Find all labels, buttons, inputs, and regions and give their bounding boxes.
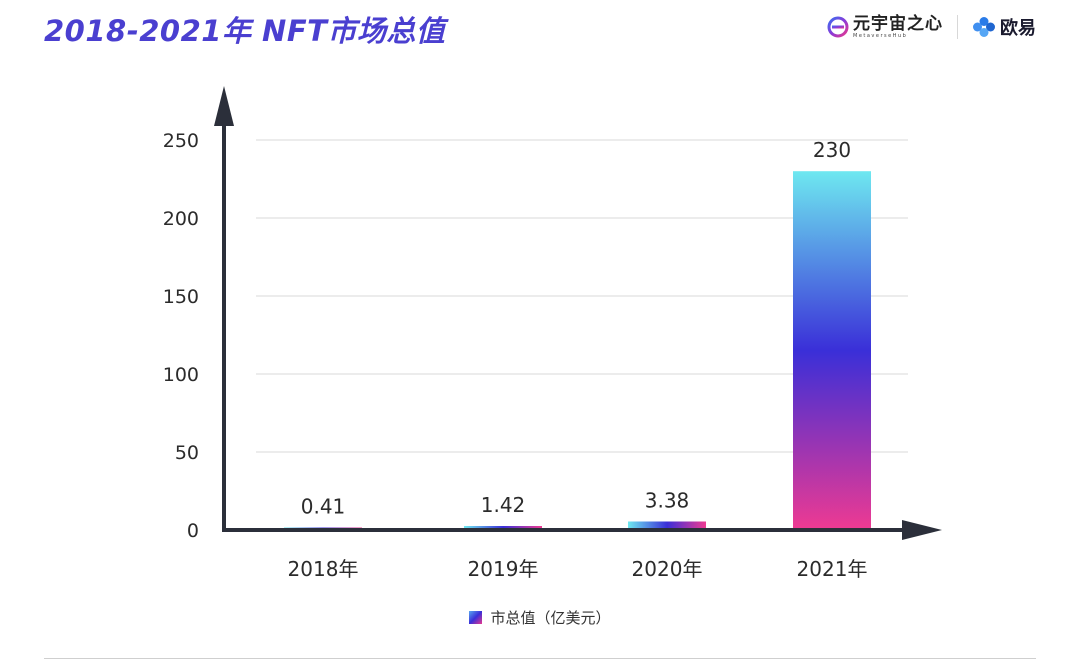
label-layer: 0 50 100 150 200 250 0.41 2018年 1.42 2019年 3.38 202… — [163, 130, 868, 581]
data-label: 230 — [813, 138, 851, 162]
x-tick-label: 2018年 — [288, 557, 359, 581]
y-tick-label: 50 — [175, 442, 199, 464]
brand-metaverse-hub: 元宇宙之心 MetaverseHub — [827, 13, 943, 39]
brand-area: 元宇宙之心 MetaverseHub 欧易 — [827, 12, 1036, 42]
footer-divider — [44, 658, 1036, 659]
brand-okx-name: 欧易 — [1000, 18, 1036, 39]
y-tick-label: 150 — [163, 286, 199, 308]
okx-logo-icon — [973, 17, 995, 37]
page-title: 2018-2021年 NFT市场总值 — [44, 14, 446, 48]
bar-layer — [284, 171, 871, 530]
legend-label: 市总值（亿美元） — [490, 609, 611, 627]
bar — [628, 521, 706, 530]
bar — [793, 171, 871, 530]
x-axis-arrow-icon — [902, 520, 942, 540]
x-tick-label: 2021年 — [797, 557, 868, 581]
data-label: 0.41 — [301, 495, 346, 519]
y-axis-arrow-icon — [214, 86, 234, 126]
brand-metaverse-hub-sub: MetaverseHub — [853, 32, 908, 39]
brand-divider — [957, 15, 958, 39]
x-tick-label: 2019年 — [468, 557, 539, 581]
brand-metaverse-hub-name: 元宇宙之心 — [853, 13, 943, 34]
metaverse-hub-logo-icon — [827, 16, 849, 38]
brand-okx: 欧易 — [972, 14, 1036, 40]
data-label: 1.42 — [481, 493, 526, 517]
x-tick-label: 2020年 — [632, 557, 703, 581]
bar-chart: 0 50 100 150 200 250 0.41 2018年 1.42 2019年 3.38 202… — [163, 86, 942, 581]
y-tick-label: 0 — [187, 520, 199, 542]
legend-swatch — [469, 611, 483, 624]
y-tick-label: 100 — [163, 364, 199, 386]
y-tick-label: 200 — [163, 208, 199, 230]
chart-legend: 市总值（亿美元） — [0, 607, 1080, 628]
axis-layer — [214, 86, 942, 540]
data-label: 3.38 — [645, 489, 690, 513]
y-tick-label: 250 — [163, 130, 199, 152]
